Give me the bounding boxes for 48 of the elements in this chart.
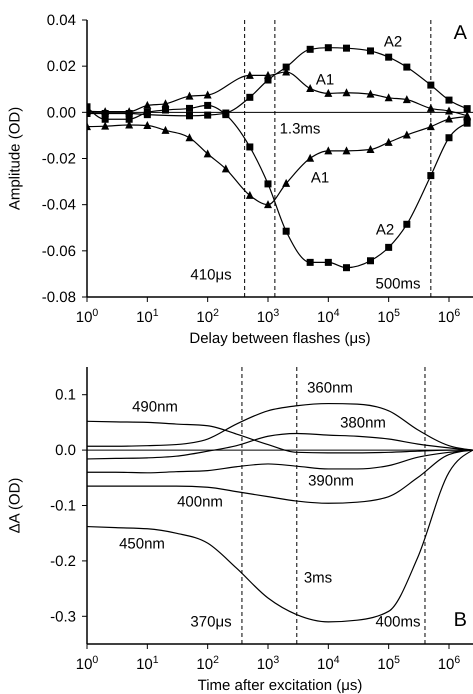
x-tick-label: 10$^{4}$ (317, 307, 340, 326)
y-tick-label: 0.00 (46, 104, 76, 122)
y-axis-title: Amplitude (OD) (6, 106, 24, 210)
series-label: 450nm (119, 536, 165, 552)
series-label: 490nm (132, 398, 178, 416)
series-label: A1 (316, 72, 334, 88)
ref-line-label: 1.3ms (280, 120, 320, 138)
x-tick-label: 10$^{0}$ (76, 307, 98, 326)
y-tick-label: 0.02 (46, 58, 76, 76)
y-tick-label: -0.2 (50, 552, 76, 570)
annotation: A (454, 22, 467, 45)
x-tick-label: 10$^{2}$ (196, 307, 220, 326)
y-tick-label: 0.1 (55, 386, 76, 404)
y-tick-label: 0.0 (55, 442, 76, 460)
series-label: A2 (384, 34, 402, 50)
ref-line-label: 500ms (375, 276, 421, 292)
y-tick-label: -0.1 (50, 498, 76, 514)
series-label: 390nm (308, 472, 354, 490)
ref-line-label: 3ms (304, 570, 332, 586)
y-tick-label: -0.3 (50, 608, 76, 626)
x-tick-label: 10$^{6}$ (438, 654, 460, 673)
x-tick-label: 10$^{5}$ (377, 654, 400, 673)
y-tick-label: 0.04 (46, 12, 76, 29)
x-tick-label: 10$^{5}$ (377, 307, 400, 326)
x-tick-label: 10$^{4}$ (317, 654, 340, 673)
y-tick-label: -0.06 (42, 242, 76, 260)
x-tick-label: 10$^{0}$ (76, 654, 98, 673)
x-tick-label: 10$^{2}$ (196, 654, 220, 673)
y-tick-label: -0.02 (42, 150, 76, 168)
ref-line-label: 400ms (375, 614, 421, 630)
x-tick-label: 10$^{1}$ (136, 654, 159, 673)
ref-line-label: 370μs (190, 614, 232, 630)
x-tick-label: 10$^{6}$ (438, 307, 460, 326)
y-tick-label: -0.04 (42, 196, 76, 214)
y-axis-title: ΔA (OD) (6, 478, 24, 534)
series-label: 360nm (307, 380, 353, 396)
series-label: 380nm (340, 414, 386, 432)
x-axis-title: Delay between flashes (μs) (189, 330, 371, 347)
x-tick-label: 10$^{3}$ (256, 654, 280, 673)
annotation: B (454, 609, 467, 632)
series-label: 400nm (177, 494, 223, 510)
x-axis-title: Time after excitation (μs) (198, 677, 362, 694)
x-tick-label: 10$^{1}$ (136, 307, 159, 326)
x-tick-label: 10$^{3}$ (256, 307, 280, 326)
series-label: A1 (310, 170, 330, 186)
series-label: A2 (376, 222, 394, 238)
y-tick-label: -0.08 (42, 289, 76, 306)
ref-line-label: 410μs (190, 266, 232, 284)
